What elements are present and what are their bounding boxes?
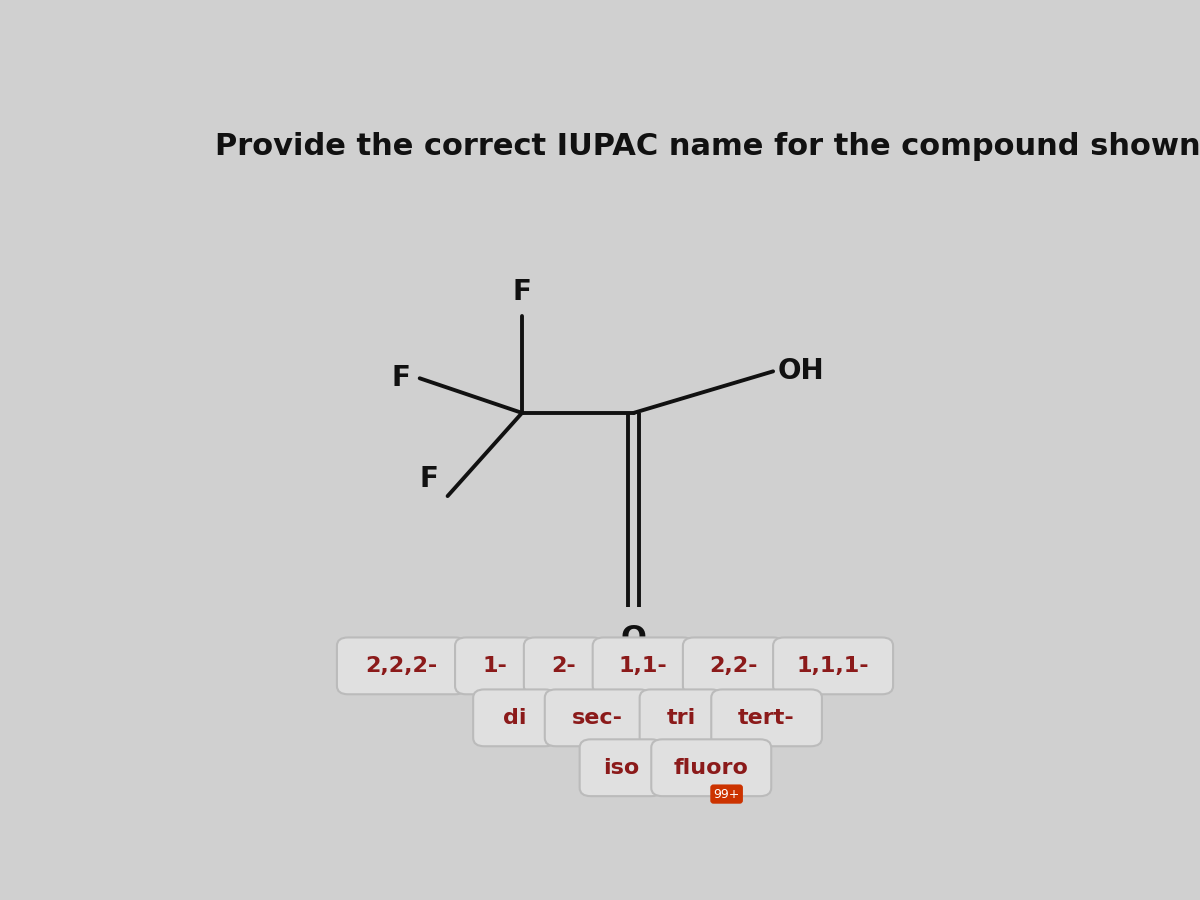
Text: F: F xyxy=(420,464,438,492)
Text: O: O xyxy=(620,625,647,653)
FancyBboxPatch shape xyxy=(580,739,662,796)
Text: fluoro: fluoro xyxy=(674,758,749,778)
Text: 2,2-: 2,2- xyxy=(709,656,758,676)
Text: F: F xyxy=(512,277,532,305)
FancyBboxPatch shape xyxy=(524,637,604,694)
Text: tert-: tert- xyxy=(738,707,794,728)
Text: iso: iso xyxy=(602,758,640,778)
Text: tri: tri xyxy=(666,707,696,728)
Text: 99+: 99+ xyxy=(714,788,739,801)
Text: Provide the correct IUPAC name for the compound shown here.: Provide the correct IUPAC name for the c… xyxy=(215,132,1200,161)
FancyBboxPatch shape xyxy=(652,739,772,796)
FancyBboxPatch shape xyxy=(593,637,694,694)
FancyBboxPatch shape xyxy=(712,689,822,746)
FancyBboxPatch shape xyxy=(337,637,466,694)
FancyBboxPatch shape xyxy=(683,637,785,694)
FancyBboxPatch shape xyxy=(773,637,893,694)
Text: 1,1-: 1,1- xyxy=(619,656,667,676)
Text: di: di xyxy=(503,707,527,728)
FancyBboxPatch shape xyxy=(473,689,556,746)
Text: sec-: sec- xyxy=(572,707,623,728)
Text: 1-: 1- xyxy=(482,656,508,676)
Text: 1,1,1-: 1,1,1- xyxy=(797,656,869,676)
FancyBboxPatch shape xyxy=(545,689,650,746)
FancyBboxPatch shape xyxy=(640,689,722,746)
Text: F: F xyxy=(391,364,410,392)
Text: 2-: 2- xyxy=(552,656,576,676)
Text: 2,2,2-: 2,2,2- xyxy=(366,656,438,676)
Text: OH: OH xyxy=(778,357,824,385)
FancyBboxPatch shape xyxy=(455,637,535,694)
